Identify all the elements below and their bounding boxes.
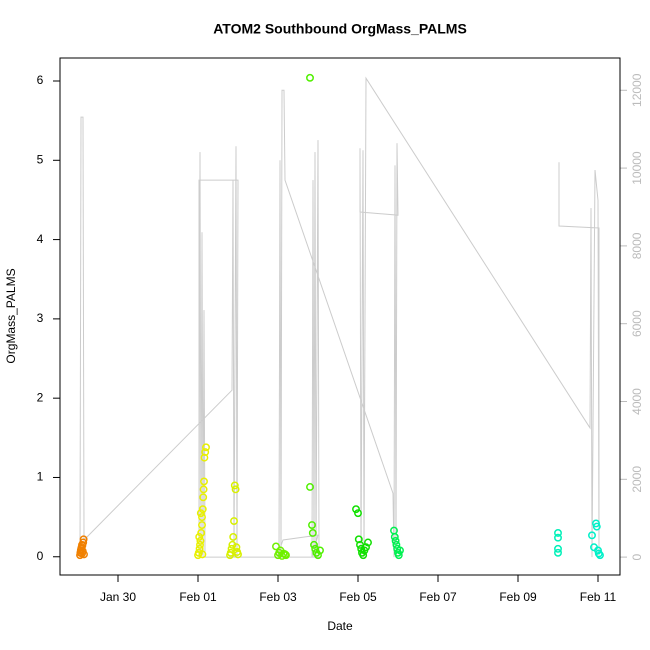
data-point: [308, 529, 317, 537]
data-point: [592, 519, 600, 528]
data-point: [311, 544, 320, 553]
plot-frame: [59, 57, 621, 576]
data-point: [392, 540, 401, 549]
data-point: [314, 551, 322, 560]
x-tick-label: Feb 01: [179, 590, 217, 604]
y2-tick-label: 0: [630, 553, 644, 560]
data-point: [306, 73, 314, 82]
data-point: [359, 551, 368, 560]
data-point: [198, 550, 207, 559]
data-point: [196, 540, 204, 549]
x-tick-label: Feb 05: [339, 590, 377, 604]
y2-tick-label: 2000: [630, 466, 644, 493]
x-tick-label: Feb 03: [259, 590, 297, 604]
data-point: [390, 532, 399, 541]
data-point: [308, 521, 316, 529]
y2-tick-label: 12000: [630, 73, 644, 107]
data-point: [234, 550, 242, 559]
data-point: [196, 536, 205, 545]
y2-tick-label: 8000: [630, 232, 644, 259]
data-point: [198, 505, 207, 514]
x-tick-label: Feb 07: [419, 590, 457, 604]
data-point: [306, 483, 314, 491]
data-point: [230, 517, 238, 526]
data-point: [198, 513, 206, 522]
data-point: [310, 540, 318, 549]
data-point: [227, 544, 236, 553]
y2-tick-label: 10000: [630, 151, 644, 185]
data-point: [554, 533, 562, 542]
y-tick-label: 6: [37, 73, 44, 87]
data-point: [364, 538, 372, 547]
data-point: [200, 477, 208, 486]
data-point: [316, 546, 324, 555]
data-point: [272, 542, 280, 551]
y2-tick-label: 6000: [630, 310, 644, 337]
data-point: [80, 550, 88, 559]
x-axis-label: Date: [327, 619, 353, 633]
data-point: [588, 531, 596, 540]
data-point: [391, 536, 400, 545]
data-point: [282, 551, 290, 560]
data-point: [199, 493, 208, 502]
data-point: [592, 522, 601, 531]
data-point: [394, 551, 403, 560]
y-tick-label: 1: [37, 470, 44, 484]
data-point: [198, 521, 206, 529]
data-point: [396, 546, 404, 555]
data-point: [230, 481, 239, 490]
x-tick-label: Feb 09: [499, 590, 537, 604]
data-point: [594, 549, 603, 558]
y-tick-label: 3: [37, 311, 44, 325]
chart-title: ATOM2 Southbound OrgMass_PALMS: [213, 21, 467, 37]
data-point: [197, 529, 206, 537]
data-point: [232, 543, 241, 552]
data-point: [362, 543, 370, 552]
data-point: [594, 546, 602, 555]
y2-tick-label: 4000: [630, 388, 644, 415]
data-point: [596, 551, 604, 560]
altitude-line: [79, 76, 600, 558]
y-axis-label: OrgMass_PALMS: [4, 268, 18, 363]
x-tick-label: Jan 30: [100, 590, 136, 604]
x-tick-label: Feb 11: [580, 590, 617, 604]
y-tick-label: 5: [37, 152, 44, 166]
data-point: [229, 532, 238, 541]
data-point: [200, 453, 209, 462]
data-point: [352, 505, 360, 514]
data-point: [354, 509, 362, 518]
data-point: [554, 544, 562, 553]
data-point: [195, 532, 204, 541]
data-point: [196, 509, 205, 518]
data-point: [202, 443, 210, 452]
data-point: [201, 448, 210, 457]
data-point: [199, 485, 208, 494]
data-point: [78, 540, 86, 549]
data-point: [231, 485, 240, 494]
y-tick-label: 0: [37, 549, 44, 563]
y-tick-label: 2: [37, 390, 44, 404]
data-point: [554, 529, 562, 537]
y-tick-label: 4: [37, 232, 44, 246]
data-point: [554, 548, 562, 557]
